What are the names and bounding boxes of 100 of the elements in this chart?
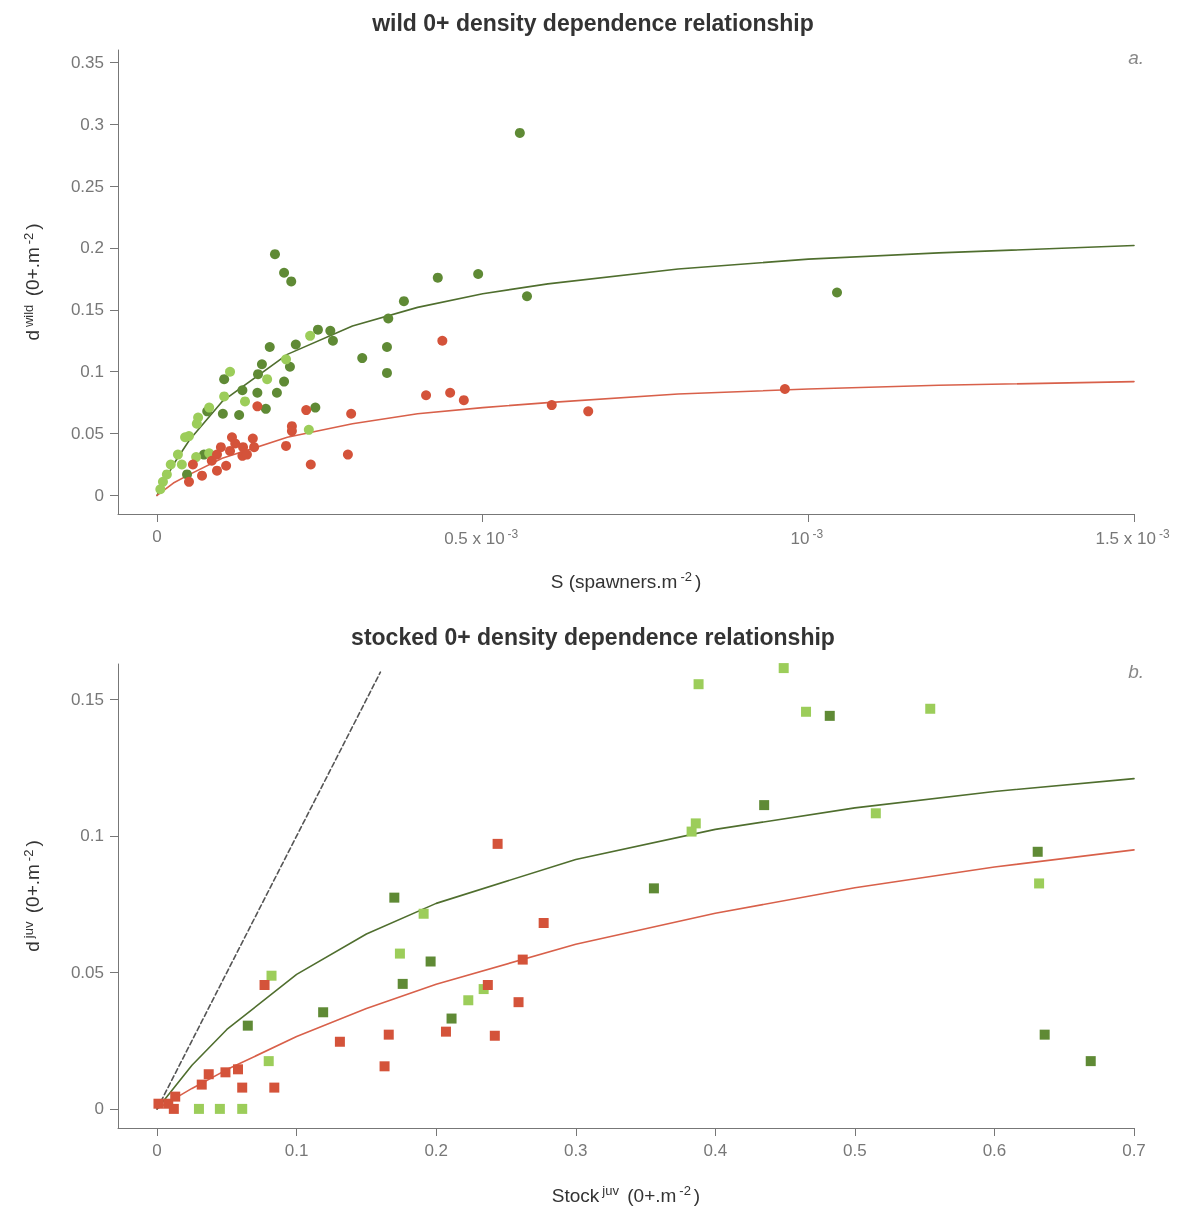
point <box>264 341 275 352</box>
point <box>440 1026 451 1037</box>
x-tick-label: 0.5 <box>843 1141 867 1160</box>
point <box>252 401 263 412</box>
point <box>212 465 222 476</box>
point <box>168 1103 179 1114</box>
point <box>220 1067 231 1078</box>
point <box>779 384 790 395</box>
x-tick-label: 0.2 <box>424 1141 449 1160</box>
point <box>583 406 594 417</box>
point <box>279 376 290 387</box>
point <box>271 387 282 398</box>
point <box>153 1098 164 1109</box>
y-tick-label: 0.2 <box>80 238 104 258</box>
point <box>418 908 429 919</box>
point <box>445 387 456 398</box>
point <box>327 335 338 346</box>
point <box>463 995 474 1006</box>
point <box>383 313 394 324</box>
x-tick-label: 0.1 <box>284 1141 309 1160</box>
point <box>686 826 697 837</box>
point <box>238 442 249 453</box>
point <box>318 1007 329 1018</box>
y-tick-label: 0.25 <box>70 176 104 196</box>
point <box>381 367 392 378</box>
point <box>398 296 409 307</box>
point <box>161 469 172 480</box>
point <box>221 460 232 471</box>
point <box>262 374 273 385</box>
point <box>237 385 248 396</box>
point <box>269 249 280 260</box>
point <box>801 706 812 717</box>
x-tick-label: 0.7 <box>1122 1141 1146 1160</box>
point <box>225 445 236 456</box>
x-tick-label: 0.3 <box>563 1141 588 1160</box>
point <box>759 800 770 811</box>
point <box>281 354 292 365</box>
point <box>383 1029 394 1040</box>
point <box>196 1079 207 1090</box>
point <box>193 1103 204 1114</box>
line-series <box>156 380 1135 497</box>
point <box>206 455 217 466</box>
point <box>693 679 704 690</box>
point <box>219 391 230 402</box>
point <box>259 979 270 990</box>
point <box>191 452 202 463</box>
point <box>170 1091 181 1102</box>
point <box>269 1082 280 1093</box>
point <box>513 997 524 1008</box>
point <box>215 442 226 453</box>
point <box>1039 1029 1050 1040</box>
point <box>184 476 194 487</box>
point <box>155 484 166 495</box>
point <box>305 330 316 341</box>
point <box>249 442 260 453</box>
point <box>284 361 295 372</box>
point <box>237 1103 248 1114</box>
y-tick-label: 0.3 <box>80 114 104 134</box>
annotation: b. <box>1128 661 1145 682</box>
point <box>437 335 448 346</box>
point <box>191 418 202 429</box>
point <box>421 390 432 401</box>
y-tick-label: 0.1 <box>80 826 104 846</box>
y-tick-label: 0.15 <box>70 300 104 320</box>
point <box>260 403 271 414</box>
point <box>203 1069 214 1080</box>
point <box>522 291 533 302</box>
y-tick-label: 0.35 <box>70 52 104 72</box>
point <box>325 325 336 336</box>
point <box>346 408 357 419</box>
x-tick-label: 0.4 <box>703 1141 728 1160</box>
point <box>824 710 835 721</box>
point <box>514 127 525 138</box>
point <box>482 979 493 990</box>
point <box>379 1061 390 1072</box>
point <box>432 272 443 283</box>
point <box>286 276 297 287</box>
point <box>458 395 469 406</box>
point <box>1085 1056 1096 1067</box>
point <box>870 808 881 819</box>
point <box>303 424 314 435</box>
point <box>225 366 236 377</box>
point <box>266 970 277 981</box>
point <box>305 459 316 470</box>
point <box>381 341 392 352</box>
point <box>252 387 263 398</box>
point <box>290 339 301 350</box>
point <box>357 353 368 364</box>
chart-title: wild 0+ density dependence relationship <box>371 9 814 36</box>
point <box>234 410 245 421</box>
point <box>538 918 549 929</box>
point <box>197 470 208 481</box>
y-tick-label: 0.1 <box>80 362 104 382</box>
point <box>187 459 198 470</box>
point <box>489 1030 500 1041</box>
point <box>394 948 405 959</box>
point <box>832 287 843 298</box>
point <box>281 440 292 451</box>
point <box>253 369 264 380</box>
point <box>492 838 503 849</box>
